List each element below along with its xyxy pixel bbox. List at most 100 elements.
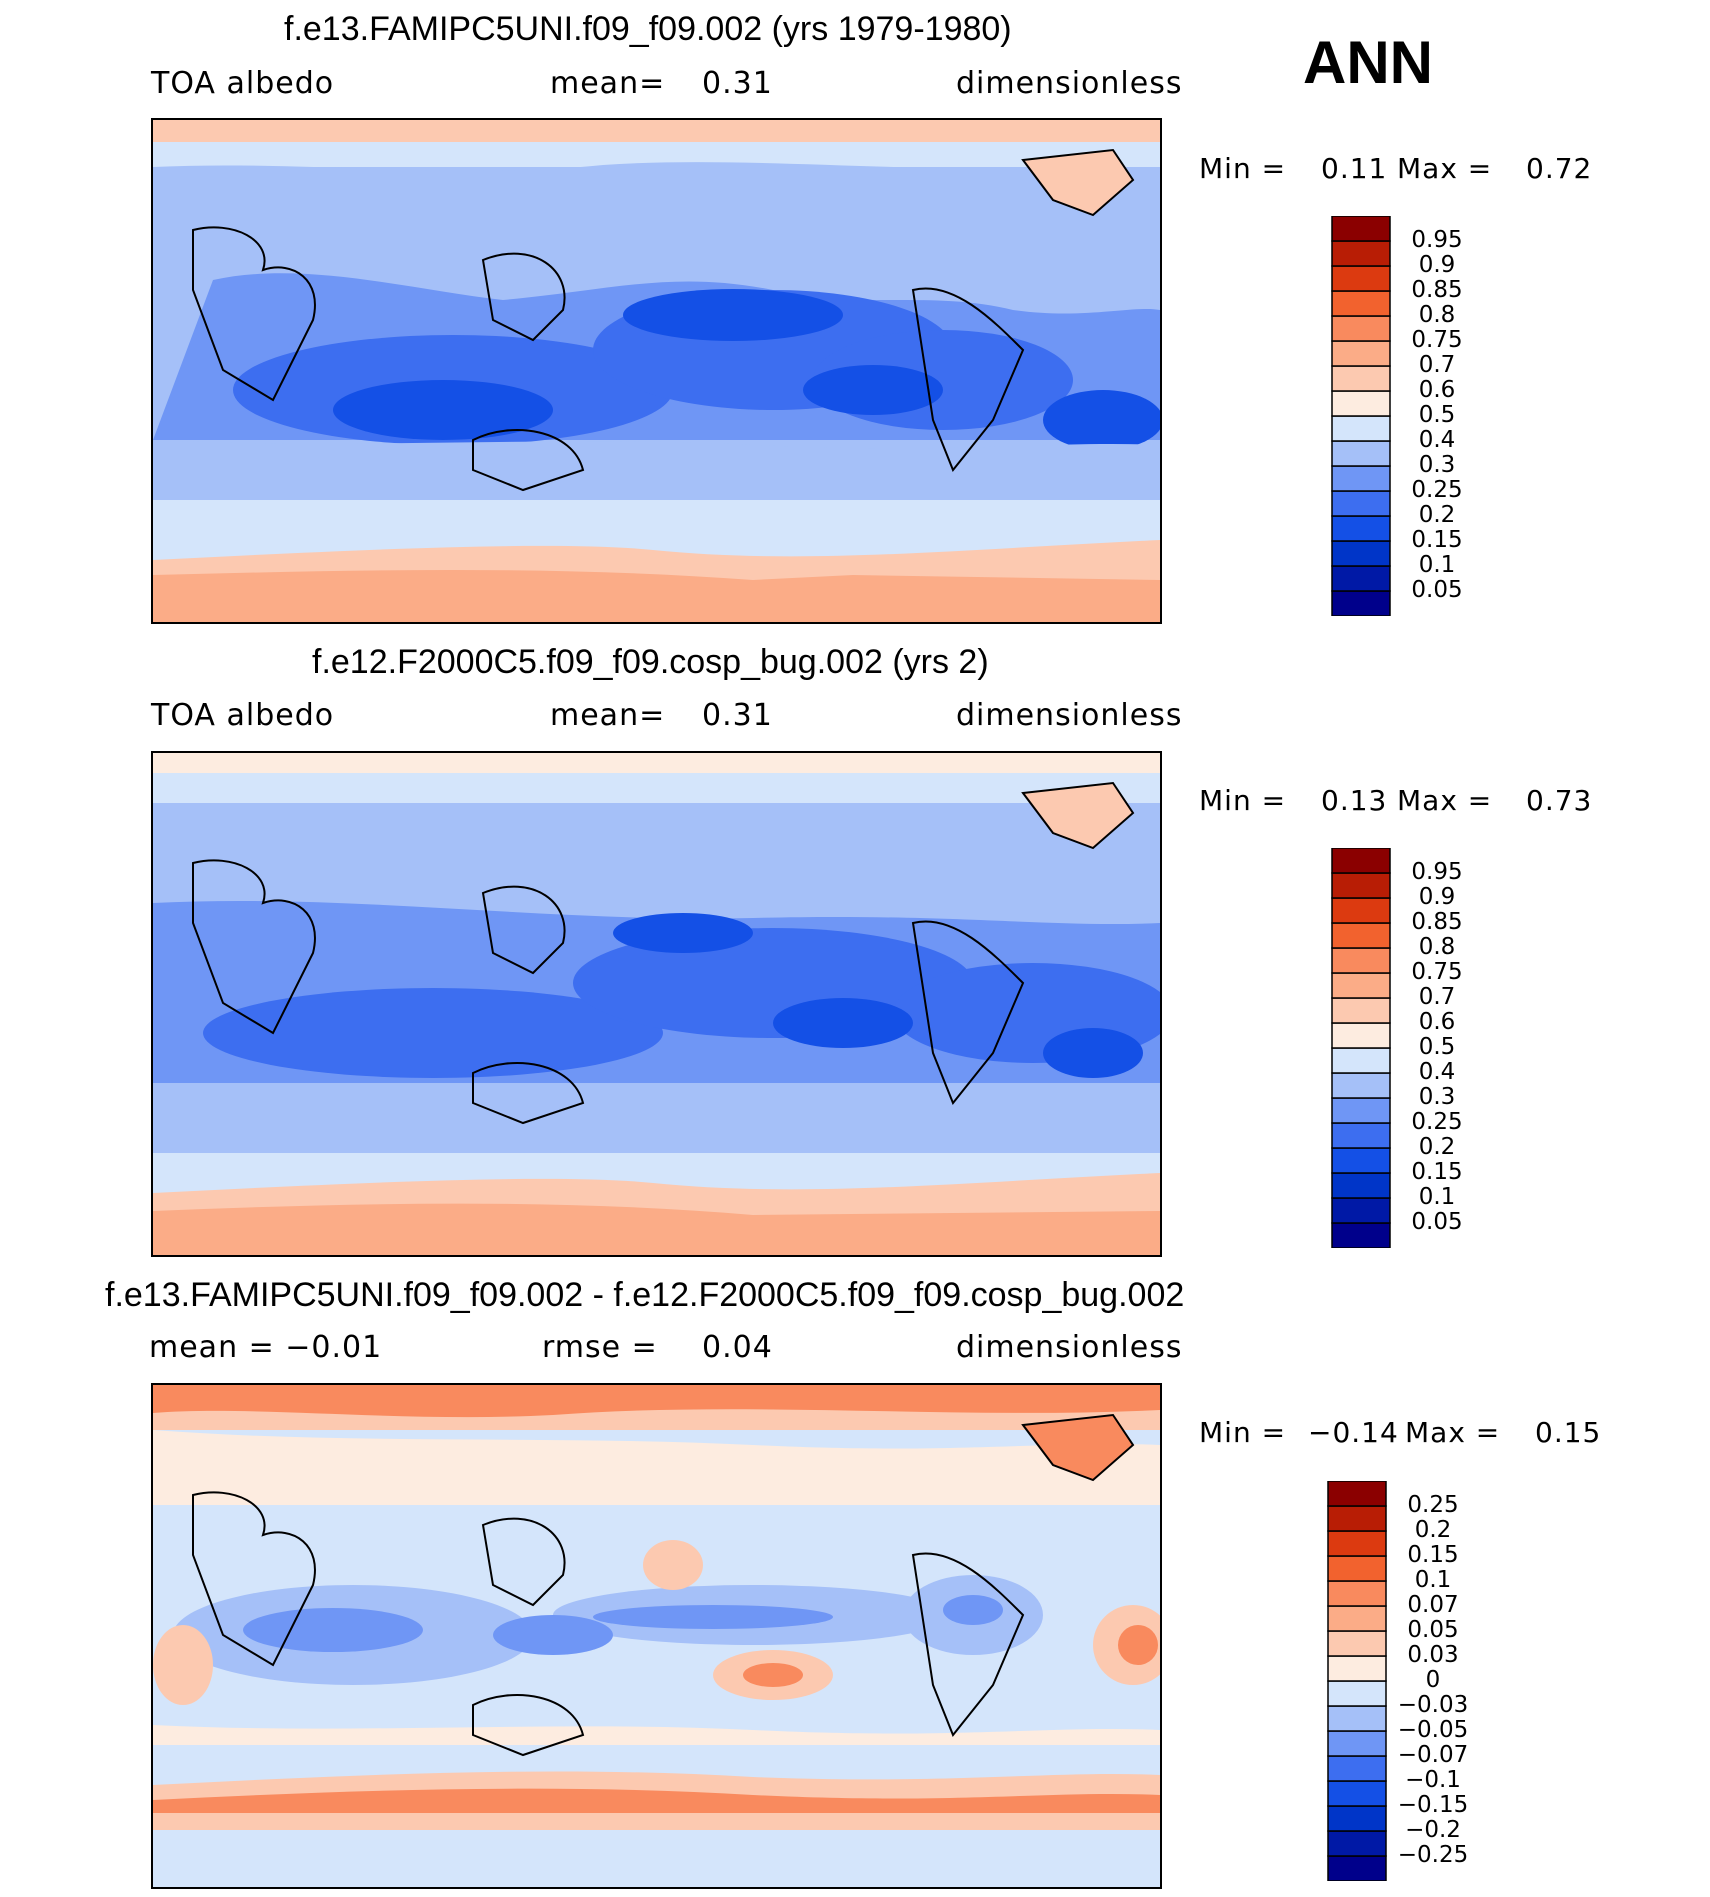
colorbar-tick-label: 0.9 (1418, 884, 1456, 910)
panel-3-max-label: Max = (1405, 1416, 1501, 1449)
colorbar-tick-label: −0.03 (1397, 1692, 1469, 1718)
panel-3-rmse-value: 0.04 (702, 1330, 773, 1365)
panel-2-colorbar: 0.95 0.9 0.85 0.8 0.75 0.7 0.6 0.5 0.4 0.3 0.25 0.2… (1331, 848, 1571, 1248)
panel-2-map (151, 751, 1162, 1257)
panel-3-units-label: dimensionless (956, 1330, 1183, 1365)
colorbar-swatch (1331, 997, 1391, 1024)
colorbar-tick-label: 0.05 (1407, 1617, 1459, 1643)
colorbar-tick-label: 0.25 (1407, 1492, 1459, 1518)
colorbar-swatch (1331, 1047, 1391, 1074)
colorbar-tick-label: 0.25 (1411, 477, 1463, 503)
colorbar-swatch (1331, 465, 1391, 492)
panel-1-min-label: Min = (1199, 152, 1287, 185)
colorbar-swatch (1327, 1705, 1387, 1732)
panel-1-mean-value: 0.31 (702, 66, 773, 101)
colorbar-tick-label: 0.05 (1411, 1209, 1463, 1235)
colorbar-swatch (1327, 1780, 1387, 1807)
panel-1-max-label: Max = (1397, 152, 1493, 185)
colorbar-tick-label: 0.75 (1411, 327, 1463, 353)
colorbar-swatch (1331, 1147, 1391, 1174)
panel-1-min-value: 0.11 (1321, 152, 1388, 185)
panel-2-units-label: dimensionless (956, 698, 1183, 733)
colorbar-tick-label: 0.95 (1411, 859, 1463, 885)
colorbar-tick-label: 0.9 (1418, 252, 1456, 278)
panel-3-rmse-label: rmse = (542, 1330, 658, 1365)
colorbar-tick-label: 0.2 (1414, 1517, 1452, 1543)
colorbar-tick-label: 0.3 (1418, 1084, 1456, 1110)
panel-1-max-value: 0.72 (1526, 152, 1593, 185)
colorbar-tick-label: −0.2 (1405, 1817, 1461, 1843)
panel-2-min-value: 0.13 (1321, 784, 1388, 817)
panel-1-mean-label: mean= (550, 66, 666, 101)
colorbar-tick-label: 0.5 (1418, 1034, 1456, 1060)
colorbar-swatch (1331, 897, 1391, 924)
colorbar-tick-label: 0.03 (1407, 1642, 1459, 1668)
colorbar-swatch (1331, 1072, 1391, 1099)
panel-1-colorbar: 0.95 0.9 0.85 0.8 0.75 0.7 0.6 0.5 0.4 0.3 0.25 0.2… (1331, 216, 1571, 616)
colorbar-swatch (1331, 565, 1391, 592)
panel-2-min-label: Min = (1199, 784, 1287, 817)
colorbar-swatch (1331, 1097, 1391, 1124)
season-label: ANN (1303, 29, 1433, 96)
colorbar-swatch (1331, 415, 1391, 442)
colorbar-swatch (1327, 1605, 1387, 1632)
colorbar-swatch (1327, 1730, 1387, 1757)
panel-3-max-value: 0.15 (1535, 1416, 1602, 1449)
panel-1-colorbar-swatches (1331, 216, 1391, 616)
colorbar-tick-label: −0.1 (1405, 1767, 1461, 1793)
panel-2-colorbar-swatches (1331, 848, 1391, 1248)
panel-2-mean-value: 0.31 (702, 698, 773, 733)
colorbar-tick-label: 0.1 (1418, 1184, 1456, 1210)
panel-2-title: f.e12.F2000C5.f09_f09.cosp_bug.002 (yrs … (312, 643, 989, 681)
colorbar-swatch (1331, 1122, 1391, 1149)
colorbar-tick-label: 0.85 (1411, 277, 1463, 303)
panel-1-title: f.e13.FAMIPC5UNI.f09_f09.002 (yrs 1979-1… (284, 10, 1012, 48)
colorbar-tick-label: 0.85 (1411, 909, 1463, 935)
panel-1-map (151, 118, 1162, 624)
colorbar-swatch (1331, 265, 1391, 292)
colorbar-swatch (1331, 515, 1391, 542)
colorbar-tick-label: 0.15 (1411, 527, 1463, 553)
colorbar-tick-label: −0.07 (1397, 1742, 1469, 1768)
colorbar-tick-label: 0.05 (1411, 577, 1463, 603)
colorbar-swatch (1331, 540, 1391, 567)
colorbar-tick-label: 0.6 (1418, 1009, 1456, 1035)
colorbar-tick-label: 0.8 (1418, 302, 1456, 328)
colorbar-swatch (1327, 1630, 1387, 1657)
colorbar-swatch (1331, 216, 1391, 242)
colorbar-swatch (1327, 1755, 1387, 1782)
colorbar-swatch (1327, 1530, 1387, 1557)
panel-3-title: f.e13.FAMIPC5UNI.f09_f09.002 - f.e12.F20… (105, 1276, 1185, 1314)
colorbar-swatch (1331, 1222, 1391, 1248)
colorbar-swatch (1327, 1805, 1387, 1832)
colorbar-tick-label: 0.4 (1418, 1059, 1456, 1085)
colorbar-swatch (1331, 848, 1391, 874)
colorbar-swatch (1331, 440, 1391, 467)
colorbar-swatch (1331, 490, 1391, 517)
colorbar-tick-label: 0.1 (1418, 552, 1456, 578)
colorbar-swatch (1331, 340, 1391, 367)
colorbar-tick-label: 0.1 (1414, 1567, 1452, 1593)
colorbar-swatch (1331, 922, 1391, 949)
colorbar-swatch (1331, 240, 1391, 267)
panel-3-min-label: Min = (1199, 1416, 1287, 1449)
colorbar-tick-label: 0.75 (1411, 959, 1463, 985)
panel-2-mean-label: mean= (550, 698, 666, 733)
colorbar-swatch (1327, 1505, 1387, 1532)
colorbar-tick-label: 0.7 (1418, 984, 1456, 1010)
colorbar-tick-label: 0.6 (1418, 377, 1456, 403)
panel-1-units-label: dimensionless (956, 66, 1183, 101)
colorbar-tick-label: 0.3 (1418, 452, 1456, 478)
colorbar-tick-label: −0.05 (1397, 1717, 1469, 1743)
colorbar-swatch (1331, 315, 1391, 342)
colorbar-swatch (1331, 1022, 1391, 1049)
panel-3-map (151, 1383, 1162, 1889)
colorbar-swatch (1331, 290, 1391, 317)
colorbar-tick-label: 0.07 (1407, 1592, 1459, 1618)
colorbar-tick-label: −0.15 (1397, 1792, 1469, 1818)
panel-1-variable-label: TOA albedo (151, 66, 335, 101)
colorbar-swatch (1331, 365, 1391, 392)
colorbar-swatch (1327, 1680, 1387, 1707)
colorbar-tick-label: 0.8 (1418, 934, 1456, 960)
colorbar-swatch (1331, 1197, 1391, 1224)
